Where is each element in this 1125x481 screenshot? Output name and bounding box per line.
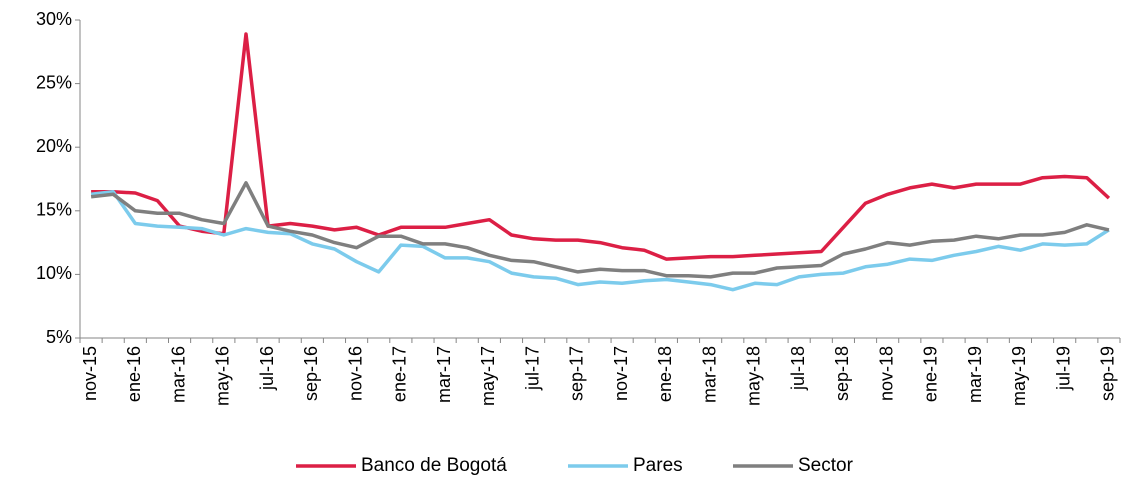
x-tick-label: jul-18 [788, 346, 808, 391]
x-tick-label: sep-18 [832, 346, 852, 401]
series-line [91, 32, 1111, 261]
x-tick-label: nov-18 [876, 346, 896, 401]
x-tick-label: sep-16 [301, 346, 321, 401]
x-tick-label: ene-18 [655, 346, 675, 402]
x-tick-label: nov-15 [80, 346, 100, 401]
x-tick-label: jul-19 [1053, 346, 1073, 391]
legend-label: Banco de Bogotá [361, 455, 507, 476]
legend-label: Pares [633, 455, 683, 476]
x-tick-label: may-17 [478, 346, 498, 406]
x-tick-label: ene-16 [124, 346, 144, 402]
x-tick-label: sep-19 [1098, 346, 1118, 401]
legend-label: Sector [798, 455, 854, 476]
y-tick-label: 25% [36, 72, 72, 92]
x-tick-label: mar-17 [434, 346, 454, 403]
x-tick-label: nov-16 [345, 346, 365, 401]
series-line [90, 181, 1110, 279]
y-tick-label: 10% [36, 263, 72, 283]
x-tick-label: jul-16 [257, 346, 277, 391]
x-tick-label: mar-18 [699, 346, 719, 403]
x-tick-label: may-19 [1009, 346, 1029, 406]
y-tick-label: 20% [36, 136, 72, 156]
y-tick-label: 30% [36, 9, 72, 29]
x-tick-label: ene-19 [921, 346, 941, 402]
x-tick-label: jul-17 [522, 346, 542, 391]
y-tick-label: 5% [46, 327, 72, 347]
x-tick-label: mar-16 [168, 346, 188, 403]
x-tick-label: nov-17 [611, 346, 631, 401]
y-tick-label: 15% [36, 200, 72, 220]
x-tick-label: may-18 [744, 346, 764, 406]
x-tick-label: mar-19 [965, 346, 985, 403]
x-tick-label: may-16 [213, 346, 233, 406]
series-line [90, 189, 1110, 292]
x-tick-label: ene-17 [390, 346, 410, 402]
x-tick-label: sep-17 [567, 346, 587, 401]
